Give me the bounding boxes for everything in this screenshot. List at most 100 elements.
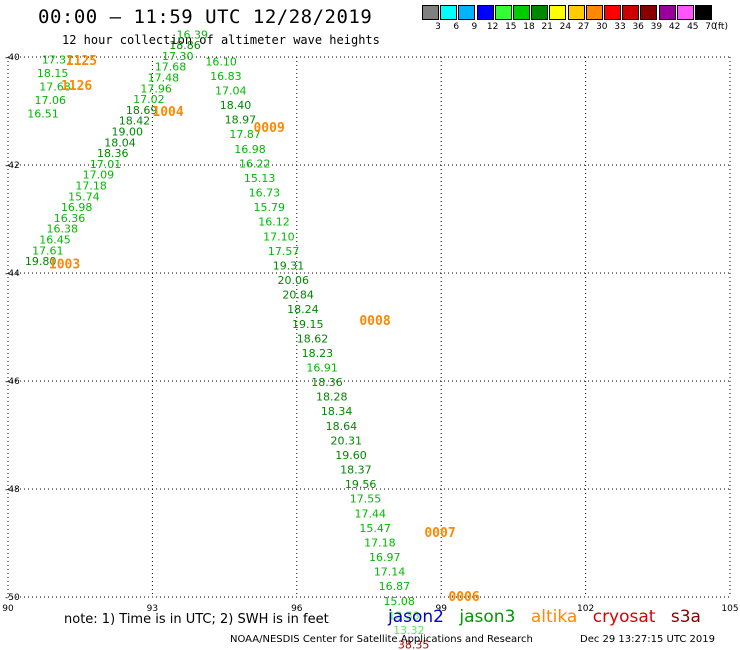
satellite-cryosat: cryosat [592,607,656,627]
satellite-altika: altika [530,607,578,627]
wave-height-label: 19.56 [345,478,377,491]
scale-label: 33 [614,22,626,32]
wave-height-label: 13.33 [388,609,420,622]
y-tick-label: -40 [5,53,20,63]
scale-swatch [422,5,439,20]
wave-height-label: 18.04 [104,136,135,149]
footer-note: note: 1) Time is in UTC; 2) SWH is in fe… [64,612,329,627]
wave-height-label: 18.36 [97,147,128,160]
wave-height-label: 16.51 [27,108,59,121]
y-tick-label: -42 [5,161,20,171]
wave-height-label: 16.98 [61,201,93,214]
x-tick-label: 93 [147,604,158,614]
wave-height-label: 18.97 [225,114,257,127]
x-tick-label: 99 [435,604,447,614]
wave-height-label: 17.04 [215,84,247,97]
scale-label: 6 [453,22,460,32]
scale-swatch [458,5,476,20]
scale-swatch [549,5,567,20]
scale-swatch [513,5,530,20]
generated-timestamp: Dec 29 13:27:15 UTC 2019 [580,634,715,645]
wave-height-label: 16.87 [379,580,411,593]
wave-height-label: 38.35 [398,639,430,650]
wave-height-label: 16.12 [258,216,290,229]
scale-label: 9 [471,22,478,32]
scale-swatch [476,5,494,20]
scale-swatch [622,5,640,20]
wave-height-label: 18.28 [316,391,348,404]
x-tick-label: 105 [721,604,738,614]
wave-height-label: 16.83 [210,70,242,83]
scale-label: 36 [632,22,644,32]
scale-swatch [695,5,712,20]
y-tick-label: -50 [5,593,20,603]
wave-height-label: 16.45 [39,234,71,247]
wave-height-label: 18.62 [297,332,329,345]
y-tick-label: -44 [5,269,20,279]
wave-height-label: 17.30 [162,50,194,63]
scale-swatch [531,5,549,20]
wave-height-label: 18.23 [302,347,334,360]
wave-height-label: 15.79 [253,201,284,214]
chart-subtitle: 12 hour collection of altimeter wave hei… [62,33,380,47]
wave-height-label: 19.31 [273,259,305,272]
wave-height-label: 17.37 [42,54,73,67]
track-time-label: 0008 [359,314,390,329]
wave-height-label: 15.74 [68,190,100,203]
wave-height-label: 15.13 [244,172,276,185]
wave-height-label: 18.24 [287,303,319,316]
wave-height-label: 17.57 [268,245,300,258]
wave-height-label: 17.68 [39,81,71,94]
track-time-label: 1125 [66,54,97,69]
wave-height-label: 19.60 [335,449,367,462]
wave-height-label: 18.36 [311,376,343,389]
track-time-label: 1003 [49,257,80,272]
wave-height-label: 17.44 [355,507,387,520]
scale-swatch [440,5,458,20]
wave-height-label: 18.64 [326,420,358,433]
satellite-legend: jason2 jason3 altika cryosat s3a [388,607,711,627]
wave-height-label: 18.15 [37,67,69,80]
wave-height-label: 16.36 [54,212,86,225]
wave-height-label: 20.06 [278,274,310,287]
wave-height-label: 16.91 [306,362,338,375]
wave-height-label: 17.18 [75,180,107,193]
scale-label: 42 [668,22,681,32]
wave-height-label: 17.18 [364,536,396,549]
wave-height-label: 18.69 [126,104,158,117]
wave-height-label: 17.01 [90,158,122,171]
wave-height-label: 16.39 [176,28,208,41]
wave-height-label: 17.55 [350,493,382,506]
track-time-label: 0006 [448,590,479,605]
wave-height-label: 18.34 [321,405,353,418]
x-tick-label: 90 [2,604,14,614]
scale-swatch [494,5,512,20]
scale-label: 18 [523,22,535,32]
wave-height-label: 15.08 [383,595,415,608]
scale-label: 12 [486,22,499,32]
scale-label: 21 [541,22,553,32]
scale-label: 70 [705,22,717,32]
scale-label: 45 [687,22,699,32]
chart-title: 00:00 – 11:59 UTC 12/28/2019 [38,6,373,28]
x-tick-label: 102 [577,604,594,614]
track-time-label: 1004 [152,105,183,120]
wave-height-label: 17.10 [263,230,295,243]
wave-height-label: 17.68 [155,61,187,74]
wave-height-label: 16.98 [234,143,266,156]
scale-swatch [658,5,676,20]
track-time-label: 1126 [61,79,92,94]
y-tick-label: -48 [5,485,20,495]
wave-height-label: 16.73 [249,187,281,200]
scale-swatch [676,5,694,20]
wave-height-label: 17.09 [83,169,115,182]
wave-height-label: 16.38 [47,223,79,236]
wave-height-label: 19.80 [25,255,56,268]
satellite-s3a: s3a [670,607,701,627]
wave-height-label: 13.32 [393,624,425,637]
wave-height-label: 17.96 [140,82,172,95]
scale-swatch [585,5,603,20]
y-tick-label: -46 [5,377,20,387]
scale-swatch [640,5,658,20]
wave-height-label: 15.47 [359,522,391,535]
